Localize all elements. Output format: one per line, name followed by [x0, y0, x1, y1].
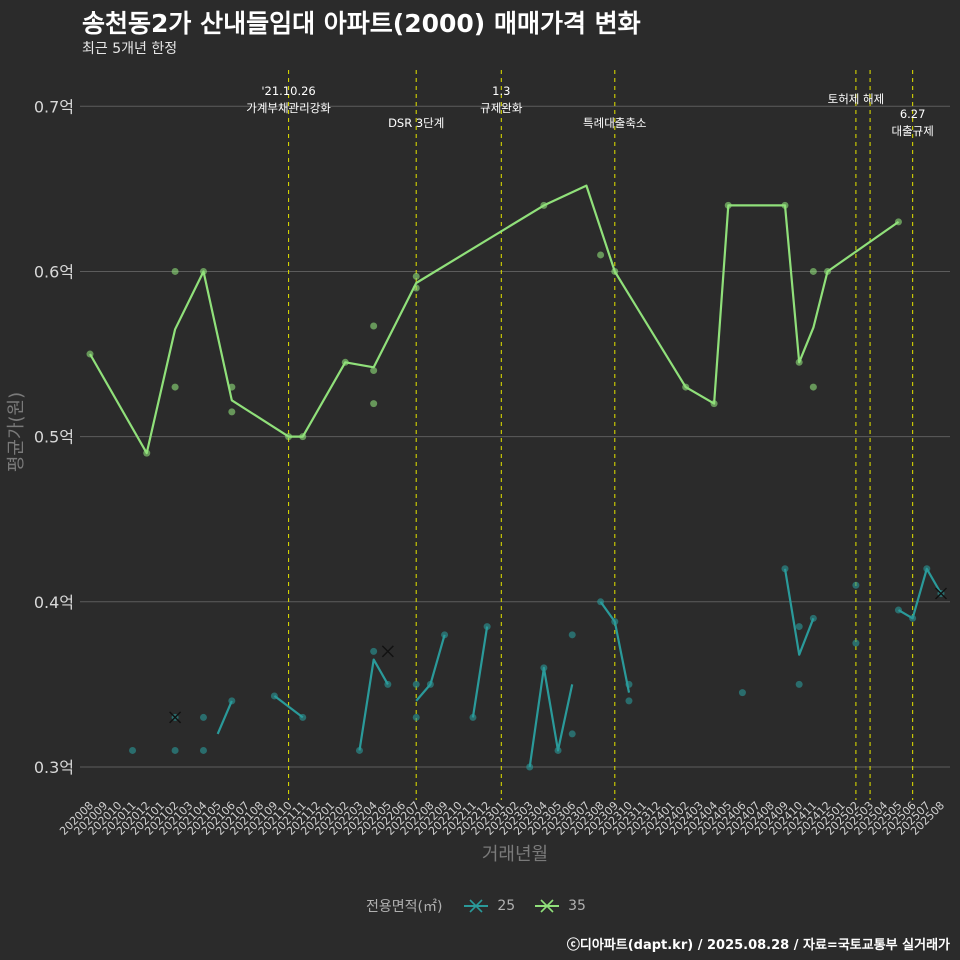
chart-subtitle: 최근 5개년 한정	[82, 41, 178, 57]
data-point-25	[483, 623, 491, 631]
legend-label-25: 25	[497, 898, 516, 914]
series-line-35	[89, 184, 900, 455]
series-line-25	[273, 695, 304, 719]
chart-title: 송천동2가 산내들임대 아파트(2000) 매매가격 변화	[82, 9, 641, 38]
data-point-25	[795, 680, 803, 688]
data-point-25	[412, 680, 420, 688]
y-tick-label: 0.5억	[34, 428, 74, 447]
data-point-25	[412, 713, 420, 721]
series-line-25	[415, 634, 446, 702]
event-label: 가계부채관리강화	[246, 101, 331, 115]
data-point-25	[781, 565, 789, 573]
data-point-25	[568, 631, 576, 639]
event-label: 특례대출축소	[583, 116, 646, 130]
data-point-25	[852, 639, 860, 647]
series-line-25	[216, 700, 233, 735]
data-point-35	[809, 267, 817, 275]
data-point-25	[738, 689, 746, 697]
legend: 전용면적(㎡) 25 35	[0, 896, 960, 916]
event-label: 토허제 해제	[828, 92, 885, 106]
series-line-25	[471, 626, 489, 718]
data-point-35	[597, 251, 605, 259]
legend-label-35: 35	[568, 898, 586, 914]
y-tick-label: 0.7억	[34, 97, 74, 116]
data-point-25	[355, 746, 363, 754]
data-point-25	[199, 713, 207, 721]
source-caption: ⓒ디아파트(dapt.kr) / 2025.08.28 / 자료=국토교통부 실…	[566, 938, 950, 953]
data-point-25	[370, 647, 378, 655]
data-point-25	[129, 746, 137, 754]
data-point-35	[228, 408, 236, 416]
legend-key-35	[534, 899, 559, 913]
event-label: 규제완화	[480, 101, 523, 115]
y-axis-title: 평균가(원)	[6, 392, 27, 472]
legend-title: 전용면적(㎡)	[366, 899, 443, 915]
data-point-35	[370, 322, 378, 330]
legend-key-25	[463, 899, 488, 913]
series-line-25	[897, 567, 942, 620]
event-label: 대출규제	[891, 124, 933, 138]
data-point-25	[625, 697, 633, 705]
data-point-25	[795, 623, 803, 631]
data-point-35	[370, 367, 378, 375]
data-point-35	[370, 400, 378, 408]
event-label: 6.27	[900, 107, 926, 121]
data-point-35	[412, 272, 420, 280]
x-axis-title: 거래년월	[482, 844, 548, 865]
cross-marker-25	[169, 711, 182, 724]
y-tick-label: 0.3억	[34, 758, 74, 777]
data-point-25	[852, 581, 860, 589]
event-label: '21.10.26	[261, 84, 315, 98]
y-tick-label: 0.6억	[34, 262, 74, 281]
series-line-25	[358, 658, 389, 751]
event-label: DSR 3단계	[388, 116, 444, 130]
y-tick-label: 0.4억	[34, 593, 74, 612]
data-point-25	[469, 713, 477, 721]
series-line-25	[528, 666, 574, 768]
series-line-25	[783, 568, 815, 656]
data-point-35	[171, 383, 179, 391]
data-point-35	[809, 383, 817, 391]
data-point-25	[171, 746, 179, 754]
cross-marker-25	[381, 645, 394, 658]
data-point-25	[568, 730, 576, 738]
data-point-25	[199, 746, 207, 754]
series-line-25	[599, 601, 631, 693]
event-label: 1.3	[492, 84, 510, 98]
data-point-35	[171, 267, 179, 275]
cross-marker-25	[935, 587, 947, 600]
